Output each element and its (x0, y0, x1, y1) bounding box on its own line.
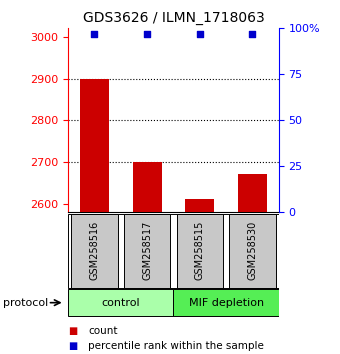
Title: GDS3626 / ILMN_1718063: GDS3626 / ILMN_1718063 (83, 11, 264, 24)
Bar (68, 289, 173, 316)
Bar (238, 174, 267, 212)
Text: percentile rank within the sample: percentile rank within the sample (88, 341, 264, 351)
Text: GSM258515: GSM258515 (195, 221, 205, 280)
Point (250, 31, 255, 37)
Bar (176, 214, 223, 288)
Text: protocol: protocol (3, 298, 49, 308)
Text: GSM258530: GSM258530 (248, 221, 257, 280)
Bar (124, 214, 170, 288)
Bar (185, 199, 214, 212)
Point (144, 31, 150, 37)
Bar (133, 162, 161, 212)
Text: MIF depletion: MIF depletion (189, 298, 264, 308)
Text: GSM258517: GSM258517 (142, 221, 152, 280)
Text: ■: ■ (68, 326, 77, 336)
Text: control: control (101, 298, 140, 308)
Bar (80, 79, 109, 212)
Text: ■: ■ (68, 341, 77, 351)
Text: GSM258516: GSM258516 (89, 221, 99, 280)
Text: count: count (88, 326, 118, 336)
Point (197, 31, 202, 37)
Bar (229, 214, 276, 288)
Point (91, 31, 97, 37)
Bar (71, 214, 118, 288)
Bar (173, 289, 279, 316)
